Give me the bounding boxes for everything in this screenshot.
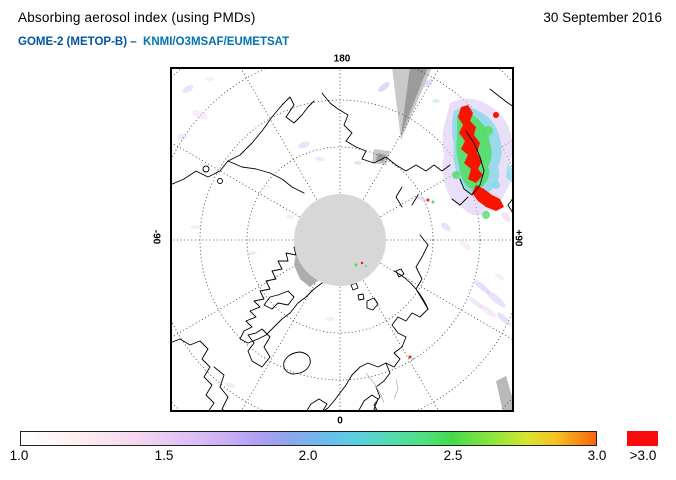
arctic-map (170, 67, 514, 412)
swath-gap-wedges (372, 69, 512, 410)
meridian-label-0: 0 (337, 415, 343, 427)
institute-label: KNMI/O3MSAF/EUMETSAT (143, 36, 290, 48)
subtitle-separator: – (127, 36, 144, 48)
date-label: 30 September 2016 (543, 10, 662, 25)
subtitle: GOME-2 (METOP-B) – KNMI/O3MSAF/EUMETSAT (18, 36, 289, 48)
colorbar-tick-2.5: 2.5 (443, 448, 463, 463)
colorbar-tick-2.0: 2.0 (298, 448, 318, 463)
instrument-label: GOME-2 (METOP-B) (18, 36, 128, 48)
graticule (172, 69, 512, 410)
country-borders (365, 372, 399, 404)
colorbar-overflow-swatch (627, 431, 658, 446)
colorbar-tick-1.5: 1.5 (154, 448, 174, 463)
aerosol-speckles (177, 77, 511, 388)
map-frame (170, 67, 514, 412)
colorbar-tick-3.0: 3.0 (587, 448, 607, 463)
hole-edge-specks (354, 261, 368, 268)
meridian-label-east: +90 (512, 229, 524, 247)
meridian-label-west: -90 (150, 229, 162, 245)
page-title: Absorbing aerosol index (using PMDs) (18, 10, 256, 25)
meridian-label-180: 180 (333, 53, 351, 65)
colorbar-tick-1.0: 1.0 (9, 448, 29, 463)
polar-nodata-hole (294, 194, 386, 286)
aerosol-plume (442, 98, 512, 222)
coastlines (172, 88, 512, 410)
colorbar-tick-overflow: >3.0 (629, 448, 657, 463)
colorbar (20, 431, 597, 446)
